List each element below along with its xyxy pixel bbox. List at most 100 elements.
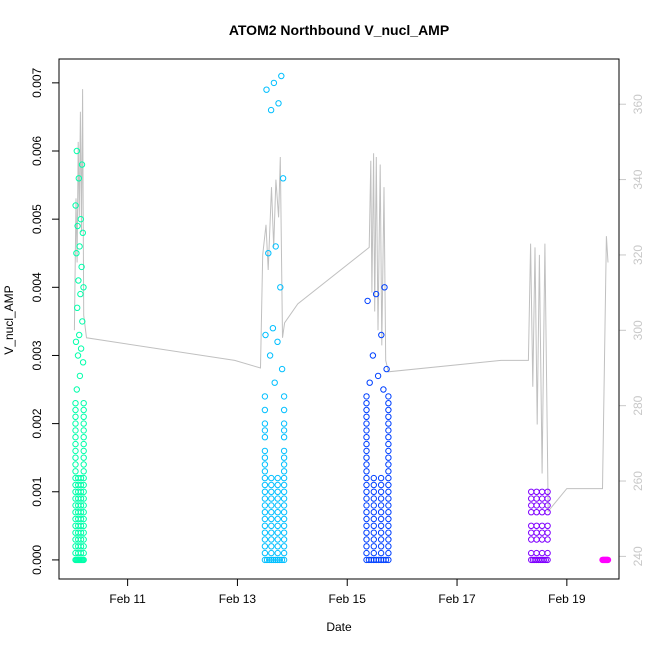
data-point <box>370 529 377 536</box>
data-point <box>383 365 390 373</box>
data-point <box>385 420 392 427</box>
data-point <box>377 509 385 516</box>
data-point <box>385 413 392 420</box>
y2-tick-label-1: 260 <box>631 471 645 491</box>
data-point <box>363 529 370 536</box>
x-tick-label-2: Feb 15 <box>329 592 367 606</box>
y-tick-label-3: 0.003 <box>30 340 44 370</box>
data-point <box>261 474 269 482</box>
data-point <box>80 400 87 407</box>
data-point <box>261 468 269 475</box>
data-point <box>266 352 274 359</box>
data-point <box>280 488 288 495</box>
data-point <box>266 556 273 564</box>
data-point <box>276 556 283 564</box>
data-point <box>78 161 86 168</box>
data-point <box>370 495 377 502</box>
x-tick-label-4: Feb 19 <box>548 592 586 606</box>
data-point <box>363 440 370 448</box>
data-point <box>77 495 85 502</box>
data-point <box>261 515 269 523</box>
data-point <box>363 549 370 557</box>
data-point <box>268 481 275 489</box>
data-point <box>77 529 85 536</box>
data-point <box>385 556 392 564</box>
data-point <box>80 413 87 420</box>
data-point <box>278 556 286 564</box>
data-point <box>74 304 81 311</box>
x-tick-label-3: Feb 17 <box>438 592 476 606</box>
data-point <box>280 529 288 536</box>
y2-tick-label-3: 300 <box>631 320 645 340</box>
data-point <box>363 543 370 550</box>
data-point <box>261 556 269 564</box>
data-point <box>538 529 546 536</box>
secondary-line <box>73 89 609 513</box>
data-point <box>77 502 85 509</box>
data-point <box>370 488 377 495</box>
data-point <box>280 468 288 475</box>
data-point <box>261 427 269 434</box>
y2-tick-label-5: 340 <box>631 169 645 189</box>
data-point <box>363 461 370 468</box>
data-point <box>80 427 87 434</box>
data-point <box>263 86 270 93</box>
data-point <box>76 243 83 250</box>
data-point <box>377 529 385 536</box>
data-point <box>280 543 288 550</box>
data-point <box>377 515 385 523</box>
data-point <box>268 549 275 557</box>
data-point <box>261 536 269 543</box>
data-point <box>382 556 390 564</box>
data-point <box>274 515 281 523</box>
data-point <box>370 515 377 523</box>
data-point <box>370 522 377 529</box>
data-point <box>544 522 551 529</box>
data-point <box>538 536 546 543</box>
data-point <box>363 434 370 441</box>
data-point <box>385 468 392 475</box>
data-point <box>280 406 288 414</box>
data-point <box>274 495 281 502</box>
data-point <box>538 522 546 529</box>
data-point <box>366 379 373 386</box>
data-point <box>538 488 546 495</box>
data-point <box>528 509 535 516</box>
data-point <box>280 556 288 564</box>
data-point <box>261 509 269 516</box>
data-point <box>381 284 388 291</box>
data-point <box>533 522 540 529</box>
data-point <box>280 502 288 509</box>
x-tick-label-0: Feb 11 <box>109 592 146 606</box>
data-point <box>270 556 277 564</box>
y2-tick-label-4: 320 <box>631 245 645 265</box>
y-tick-label-6: 0.006 <box>30 136 44 166</box>
data-point <box>80 549 87 557</box>
data-point <box>528 536 535 543</box>
data-point <box>377 543 385 550</box>
data-point <box>80 556 87 564</box>
data-point <box>77 522 85 529</box>
data-point <box>363 488 370 495</box>
data-point <box>385 427 392 434</box>
data-point <box>261 447 269 455</box>
data-point <box>261 543 269 550</box>
data-point <box>77 474 85 482</box>
data-point <box>385 461 392 468</box>
data-point <box>274 536 281 543</box>
data-point <box>261 488 269 495</box>
data-point <box>268 522 275 529</box>
data-point <box>372 290 380 298</box>
data-point <box>363 502 370 509</box>
data-point <box>268 509 275 516</box>
data-point <box>72 427 79 434</box>
data-point <box>73 147 81 155</box>
data-point <box>80 502 87 509</box>
data-point <box>280 515 288 523</box>
data-point <box>385 474 392 482</box>
data-point <box>261 393 269 400</box>
data-point <box>80 406 87 414</box>
data-point <box>80 440 87 448</box>
data-point <box>77 488 85 495</box>
data-point <box>385 536 392 543</box>
